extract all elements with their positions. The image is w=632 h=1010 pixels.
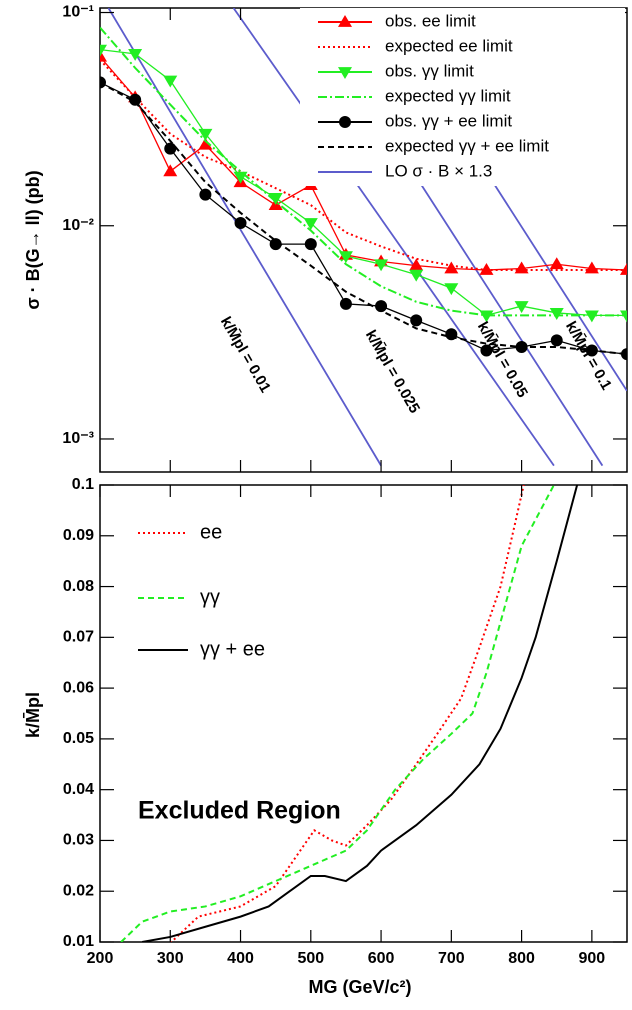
marker — [303, 218, 318, 231]
series-line — [141, 485, 579, 942]
marker — [584, 310, 599, 323]
y-axis-label: σ · B(G→ ll) (pb) — [23, 170, 43, 309]
legend-label: γγ — [200, 586, 220, 608]
x-tick-label: 900 — [579, 950, 606, 967]
marker — [164, 142, 177, 155]
marker — [409, 258, 424, 271]
theory-line — [107, 8, 382, 467]
marker — [268, 193, 283, 205]
marker — [128, 48, 143, 61]
x-tick-label: 400 — [227, 950, 254, 967]
marker — [479, 310, 494, 323]
y-tick-label: 0.01 — [63, 933, 94, 950]
marker — [338, 67, 352, 79]
legend-label: ee — [200, 521, 222, 543]
legend-label: obs. γγ + ee limit — [385, 111, 512, 130]
y-tick-label: 0.08 — [63, 578, 94, 595]
marker — [338, 15, 352, 27]
y-tick-label: 10⁻¹ — [62, 4, 94, 21]
marker — [129, 93, 142, 106]
marker — [514, 301, 529, 314]
series-line — [100, 81, 627, 356]
legend-label: expected γγ + ee limit — [385, 136, 549, 155]
marker — [163, 75, 178, 88]
legend-label: expected ee limit — [385, 36, 513, 55]
marker — [584, 261, 599, 274]
marker — [480, 344, 493, 357]
y-tick-label: 0.03 — [63, 832, 94, 849]
marker — [444, 261, 459, 274]
series-line — [100, 26, 627, 317]
y-tick-label: 10⁻³ — [62, 430, 94, 447]
y-tick-label: 0.06 — [63, 679, 94, 696]
marker — [234, 217, 247, 230]
x-tick-label: 300 — [157, 950, 184, 967]
marker — [374, 259, 389, 272]
y-tick-label: 0.05 — [63, 730, 94, 747]
marker — [444, 283, 459, 296]
marker — [410, 314, 423, 327]
marker — [199, 188, 212, 201]
theory-line — [232, 8, 555, 467]
marker — [550, 334, 563, 347]
x-tick-label: 800 — [508, 950, 535, 967]
legend-label: γγ + ee — [200, 638, 265, 660]
series-line — [120, 485, 555, 942]
y-tick-label: 0.09 — [63, 527, 94, 544]
x-axis-label: MG (GeV/c²) — [308, 977, 411, 997]
annotation: Excluded Region — [138, 797, 341, 825]
x-tick-label: 600 — [368, 950, 395, 967]
series-line — [100, 48, 627, 317]
y-tick-label: 0.07 — [63, 629, 94, 646]
marker — [549, 308, 564, 320]
marker — [409, 269, 424, 282]
marker — [549, 257, 564, 270]
y-axis-label: k/M̄pl — [23, 692, 43, 738]
marker — [338, 251, 353, 264]
legend-label: LO σ · B × 1.3 — [385, 161, 492, 180]
marker — [339, 297, 352, 310]
marker — [304, 238, 317, 251]
theory-label: k/M̄pl = 0.025 — [362, 327, 424, 416]
theory-label: k/M̄pl = 0.05 — [474, 318, 532, 400]
series-line — [100, 81, 627, 355]
x-tick-label: 700 — [438, 950, 465, 967]
theory-label: k/M̄pl = 0.1 — [562, 318, 616, 393]
x-tick-label: 500 — [297, 950, 324, 967]
legend-label: obs. ee limit — [385, 11, 476, 30]
x-tick-label: 200 — [87, 950, 114, 967]
marker — [514, 261, 529, 274]
marker — [620, 310, 627, 323]
marker — [339, 116, 351, 128]
legend-label: obs. γγ limit — [385, 61, 474, 80]
y-tick-label: 10⁻² — [62, 217, 94, 234]
legend-label: expected γγ limit — [385, 86, 511, 105]
series-line — [100, 56, 627, 271]
plot-area — [120, 485, 579, 942]
y-tick-label: 0.1 — [72, 476, 94, 493]
marker — [198, 128, 213, 141]
marker — [100, 44, 107, 57]
marker — [198, 137, 213, 150]
marker — [269, 238, 282, 251]
marker — [479, 263, 494, 275]
marker — [620, 263, 627, 275]
theory-label: k/M̄pl = 0.01 — [217, 313, 275, 395]
y-tick-label: 0.02 — [63, 882, 94, 899]
marker — [163, 164, 178, 177]
y-tick-label: 0.04 — [63, 781, 94, 798]
bottom-frame — [99, 484, 628, 943]
